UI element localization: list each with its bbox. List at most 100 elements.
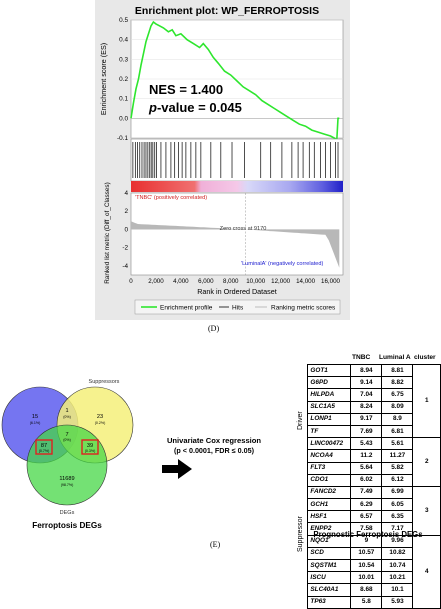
highlight-box-suppressor-degs bbox=[81, 439, 99, 455]
venn-diagram: Drivers Suppressors DEGs 15 (6.1%) 1 (0%… bbox=[1, 379, 134, 530]
es-y-tick-label: -0.1 bbox=[117, 135, 128, 142]
legend bbox=[134, 299, 341, 315]
venn-pct-d-s: (0%) bbox=[63, 415, 71, 419]
gene-cell: SQSTM1 bbox=[307, 558, 352, 573]
es-y-tick-label: 0.2 bbox=[119, 76, 128, 83]
luminal-a-cell: 6.81 bbox=[381, 424, 414, 439]
venn-count-drivers: 15 bbox=[32, 414, 38, 420]
gsea-enrichment-plot: Enrichment plot: WP_FERROPTOSIS 0.50.40.… bbox=[95, 0, 350, 320]
tnbc-cell: 11.2 bbox=[350, 449, 383, 463]
x-tick-label: 2,000 bbox=[148, 278, 164, 285]
x-tick-label: 14,000 bbox=[296, 278, 315, 285]
table-row: Suppressor FANCD2 7.49 6.99 3 bbox=[296, 485, 441, 609]
metric-plot-area bbox=[130, 192, 344, 276]
legend-hits: Hits bbox=[232, 305, 244, 312]
table-row: FLT3 5.64 5.82 bbox=[296, 461, 441, 475]
luminal-a-cell: 5.93 bbox=[381, 595, 414, 609]
ranking-metric-area bbox=[131, 221, 340, 268]
metric-y-tick-label: 2 bbox=[124, 208, 128, 215]
luminal-a-cell: 8.9 bbox=[381, 412, 414, 426]
venn-pct-drivers: (6.1%) bbox=[30, 421, 41, 425]
highlight-box-driver-degs bbox=[35, 439, 53, 455]
venn-count-suppressors: 23 bbox=[97, 414, 103, 420]
gene-cell: LINC00472 bbox=[307, 437, 352, 451]
luminal-a-cell: 10.21 bbox=[381, 571, 414, 585]
venn-pct-all: (0%) bbox=[63, 438, 71, 442]
gene-cell: GOT1 bbox=[307, 363, 352, 378]
es-y-axis-label: Enrichment score (ES) bbox=[99, 43, 108, 115]
cluster-cell: 4 bbox=[412, 534, 441, 609]
prognostic-table: Driver GOT1 8.94 8.81 1 G6PD 9.14 8.82 HILPDA 7.0… bbox=[296, 363, 441, 609]
chart-title: Enrichment plot: WP_FERROPTOSIS bbox=[135, 5, 319, 17]
tnbc-cell: 10.01 bbox=[350, 571, 383, 585]
gene-cell: TP63 bbox=[307, 595, 352, 609]
luminal-a-cell: 5.82 bbox=[381, 461, 414, 475]
venn-label-suppressors: Suppressors bbox=[89, 379, 120, 385]
venn-count-d-s: 1 bbox=[65, 408, 68, 414]
regression-title: Univariate Cox regression bbox=[166, 436, 262, 445]
luminal-a-cell: 10.1 bbox=[381, 583, 414, 597]
venn-count-degs: 11689 bbox=[59, 476, 74, 482]
neg-class-label: 'LuminalA' (negatively correlated) bbox=[241, 261, 323, 267]
gene-cell: SCD bbox=[307, 546, 352, 561]
right-arrow-icon bbox=[162, 459, 192, 479]
venn-pct-degs: (98.7%) bbox=[61, 483, 74, 487]
gene-cell: TF bbox=[307, 424, 352, 439]
gene-cell: CDO1 bbox=[307, 473, 352, 487]
luminal-a-cell: 6.99 bbox=[381, 485, 414, 500]
venn-count-s-degs: 39 bbox=[87, 443, 93, 449]
x-ticks: 0 2,000 4,000 6,000 8,000 10,000 12,000 14,000 1… bbox=[129, 278, 340, 285]
venn-caption: Ferroptosis DEGs bbox=[32, 521, 102, 530]
gene-cell: SLC40A1 bbox=[307, 583, 352, 597]
pos-class-label: 'TNBC' (positively correlated) bbox=[135, 195, 207, 201]
luminal-a-cell: 6.75 bbox=[381, 388, 414, 402]
table-row: LONP1 9.17 8.9 bbox=[296, 412, 441, 426]
luminal-a-cell: 6.12 bbox=[381, 473, 414, 487]
gene-cell: ISCU bbox=[307, 571, 352, 585]
panel-d-label: (D) bbox=[208, 324, 220, 333]
group-label: Suppressor bbox=[297, 516, 304, 553]
venn-count-all: 7 bbox=[65, 432, 68, 438]
venn-label-degs: DEGs bbox=[60, 510, 75, 516]
gene-cell: LONP1 bbox=[307, 412, 352, 426]
gene-cell: NCOA4 bbox=[307, 449, 352, 463]
table-row: NCOA4 11.2 11.27 bbox=[296, 449, 441, 463]
x-axis-label: Rank in Ordered Dataset bbox=[197, 287, 277, 296]
header-cluster: cluster bbox=[414, 354, 436, 361]
es-y-ticks: 0.5 0.4 0.3 0.2 0.1 0.0 -0.1 bbox=[117, 17, 128, 142]
enrichment-profile-line bbox=[130, 20, 340, 142]
gene-cell: HILPDA bbox=[307, 388, 352, 402]
gene-cell: HSF1 bbox=[307, 510, 352, 524]
venn-count-d-degs: 87 bbox=[41, 443, 47, 449]
gene-cell: SLC1A5 bbox=[307, 400, 352, 414]
group-suppressor: Suppressor bbox=[296, 486, 309, 609]
tnbc-cell: 9.17 bbox=[350, 412, 383, 426]
es-y-tick-label: 0.5 bbox=[119, 17, 128, 24]
tnbc-cell: 6.57 bbox=[350, 510, 383, 524]
es-y-tick-label: 0.3 bbox=[119, 56, 128, 63]
venn-label-drivers: Drivers bbox=[23, 379, 41, 385]
table-row: G6PD 9.14 8.82 bbox=[296, 376, 441, 390]
tnbc-cell: 7.04 bbox=[350, 388, 383, 402]
tnbc-cell: 8.24 bbox=[350, 400, 383, 414]
table-row: ENPP2 7.58 7.17 bbox=[296, 522, 441, 536]
p-value-text: p-value = 0.045 bbox=[148, 100, 242, 115]
gene-cell: G6PD bbox=[307, 376, 352, 390]
gene-cell: FLT3 bbox=[307, 461, 352, 475]
table-row: HSF1 6.57 6.35 bbox=[296, 510, 441, 524]
luminal-a-cell: 11.27 bbox=[381, 449, 414, 463]
metric-y-tick-label: 0 bbox=[124, 226, 128, 233]
panel-e-label: (E) bbox=[210, 540, 221, 549]
group-driver: Driver bbox=[296, 364, 309, 487]
header-tnbc: TNBC bbox=[352, 354, 371, 361]
cluster-cell: 1 bbox=[412, 363, 441, 439]
luminal-a-cell: 10.82 bbox=[381, 546, 414, 561]
luminal-a-cell: 8.82 bbox=[381, 376, 414, 390]
es-grid bbox=[131, 19, 343, 139]
nes-text: NES = 1.400 bbox=[149, 82, 223, 97]
table-row: LINC00472 5.43 5.61 2 bbox=[296, 437, 441, 487]
x-tick-label: 12,000 bbox=[271, 278, 290, 285]
table-row: SLC1A5 8.24 8.09 bbox=[296, 400, 441, 414]
metric-y-tick-label: -4 bbox=[122, 263, 128, 270]
tnbc-cell: 5.64 bbox=[350, 461, 383, 475]
